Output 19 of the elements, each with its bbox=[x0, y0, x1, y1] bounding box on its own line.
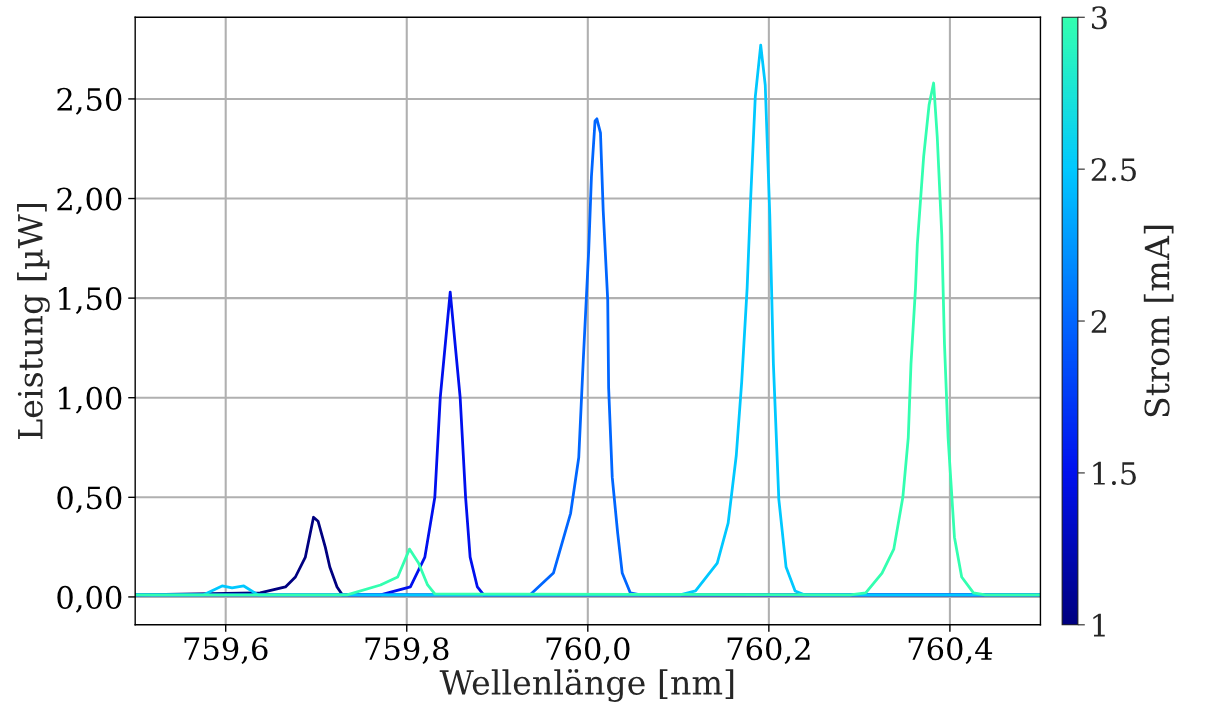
y-tick-label: 0,50 bbox=[57, 486, 122, 514]
color-bar-label: 2.5 bbox=[1091, 158, 1136, 182]
x-tick-label: 760,2 bbox=[727, 637, 810, 664]
y-tick-label: 2,50 bbox=[57, 87, 122, 115]
y-tick-label: 0,00 bbox=[57, 585, 122, 613]
y-tick-label: 1,50 bbox=[59, 287, 122, 314]
y-tick-label: 2,00 bbox=[57, 187, 122, 215]
color-bar-label: 3 bbox=[1091, 6, 1107, 30]
color-bar-label: 1 bbox=[1093, 613, 1105, 637]
x-tick-label: 759,8 bbox=[365, 637, 449, 664]
y-axis-title: Leistung [µW] bbox=[17, 203, 50, 440]
x-tick-label: 760,4 bbox=[908, 637, 993, 664]
color-bar-label: 2 bbox=[1091, 309, 1107, 333]
color-bar-label: 1.5 bbox=[1093, 461, 1136, 485]
x-axis-title: Wellenlänge [nm] bbox=[439, 668, 734, 702]
x-tick-label: 759,6 bbox=[184, 637, 268, 664]
x-tick-label: 760,0 bbox=[546, 637, 630, 664]
y-tick-label: 1,00 bbox=[59, 386, 122, 414]
color-bar-title: Strom [mA] bbox=[1143, 225, 1174, 417]
